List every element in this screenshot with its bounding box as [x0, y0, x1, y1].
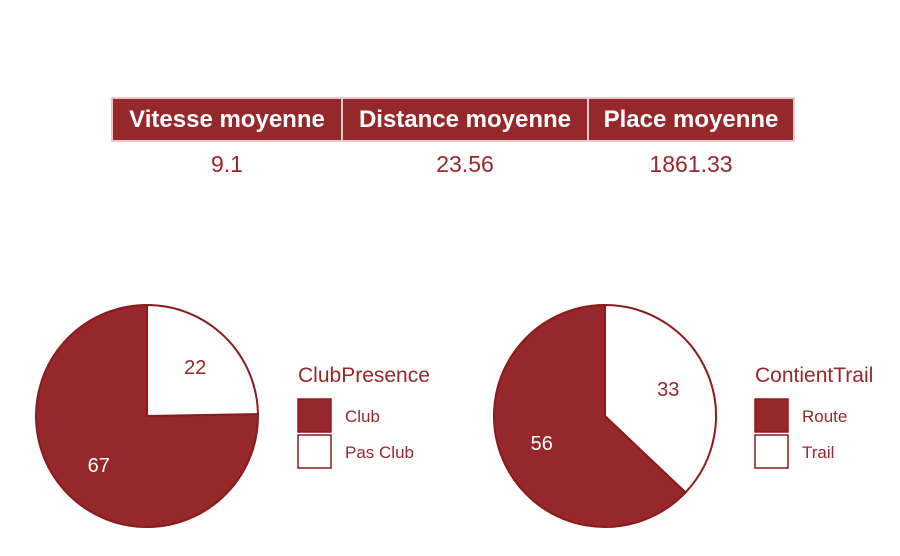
- legend-swatch-trail: [754, 434, 789, 469]
- value-place-moyenne: 1861.33: [649, 150, 733, 177]
- legend-swatch-pas-club: [297, 434, 332, 469]
- summary-value-row: 9.1 23.56 1861.33: [112, 141, 794, 186]
- legend-title: ClubPresence: [298, 364, 430, 387]
- value-vitesse-moyenne: 9.1: [211, 150, 243, 177]
- pie-chart-contient-trail: 56 33 ContientTrail Route Trail: [493, 303, 873, 528]
- header-place-moyenne: Place moyenne: [587, 97, 795, 142]
- pie-chart-club-presence: 67 22 ClubPresence Club Pas Club: [35, 303, 430, 528]
- summary-header-row: Vitesse moyenne Distance moyenne Place m…: [111, 97, 795, 142]
- header-vitesse-moyenne: Vitesse moyenne: [111, 97, 343, 142]
- legend-label-pas-club: Pas Club: [345, 443, 414, 462]
- legend-label-trail: Trail: [802, 443, 834, 462]
- summary-table: Vitesse moyenne Distance moyenne Place m…: [111, 97, 795, 186]
- pie-value-label-club: 67: [88, 455, 110, 477]
- value-distance-moyenne: 23.56: [436, 150, 494, 177]
- pie-value-label-route: 56: [531, 433, 553, 455]
- legend-label-route: Route: [802, 407, 847, 426]
- pie-value-label-pas-club: 22: [184, 357, 206, 379]
- pie-slice-route: [493, 303, 687, 528]
- legend-title: ContientTrail: [755, 364, 873, 387]
- header-distance-moyenne: Distance moyenne: [341, 97, 589, 142]
- pie-slice-pas-club: [146, 303, 260, 418]
- pie-value-label-trail: 33: [657, 379, 679, 401]
- legend-swatch-club: [297, 398, 332, 433]
- pie-slice-trail: [604, 303, 717, 494]
- legend-label-club: Club: [345, 407, 380, 426]
- legend-swatch-route: [754, 398, 789, 433]
